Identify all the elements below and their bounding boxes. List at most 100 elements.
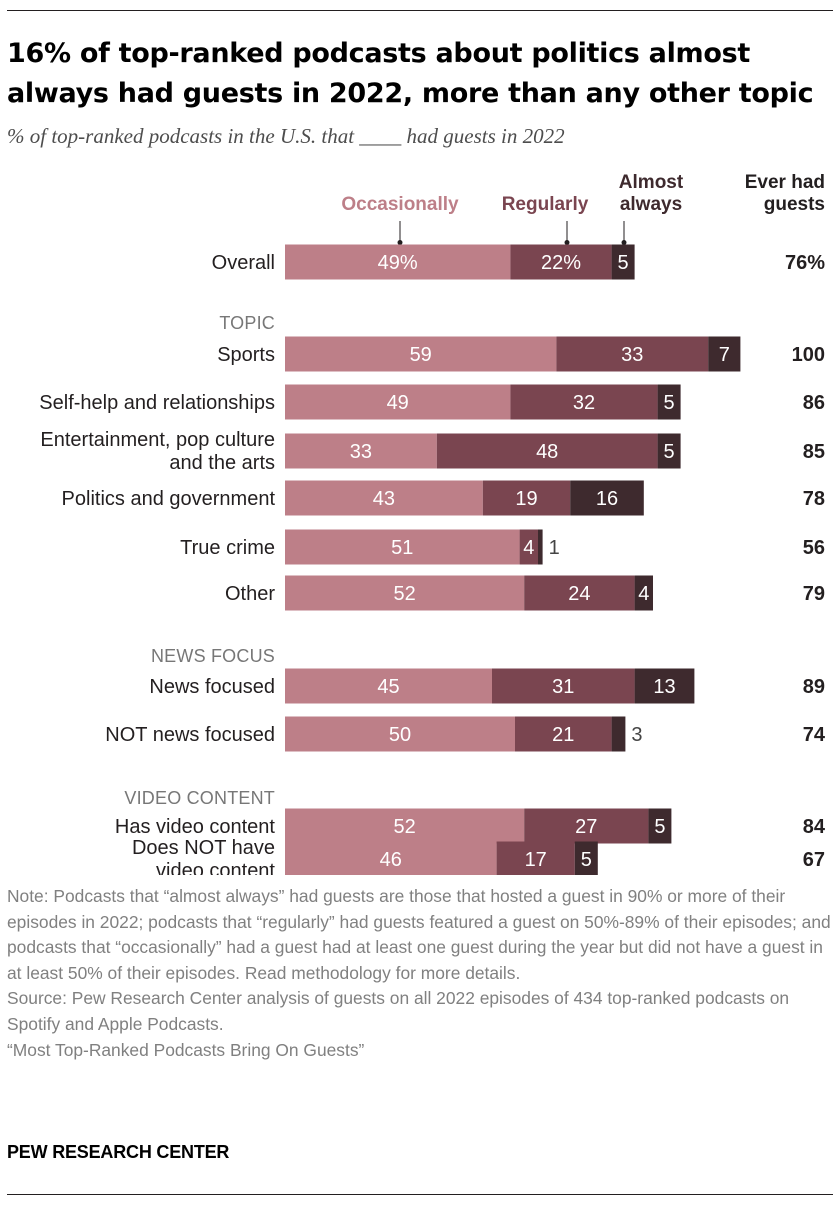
bar-segment-occasionally [285, 384, 511, 420]
bar-segment-occasionally [285, 529, 520, 565]
bar-segment-regularly [524, 808, 649, 844]
bar-segment-almost-always [611, 244, 635, 280]
data-label: 5 [581, 849, 592, 871]
bar-segment-occasionally [285, 668, 492, 704]
total-label: 100 [792, 344, 825, 366]
data-label: 1 [549, 537, 560, 559]
report-title: “Most Top-Ranked Podcasts Bring On Guest… [7, 1039, 365, 1060]
total-label: 89 [803, 676, 825, 698]
data-label: 59 [410, 344, 432, 366]
data-label: 19 [515, 488, 537, 510]
bar-segment-regularly [556, 336, 709, 372]
total-label: 76% [785, 252, 825, 274]
bar-segment-almost-always [634, 668, 695, 704]
bar-segment-almost-always [570, 480, 644, 516]
legend-almost-always-line2: always [620, 194, 682, 215]
total-label: 85 [803, 441, 825, 463]
data-label: 4 [638, 583, 649, 605]
legend-regularly: Regularly [502, 194, 589, 215]
total-label: 84 [803, 816, 826, 838]
category-label-line2: video content [156, 860, 275, 875]
bar-segment-almost-always [574, 841, 598, 875]
total-label: 74 [803, 724, 826, 746]
category-label: News focused [149, 676, 275, 698]
bar-segment-occasionally [285, 716, 515, 752]
source-text: Source: Pew Research Center analysis of … [7, 988, 790, 1034]
section-heading: TOPIC [219, 313, 275, 333]
data-label: 52 [393, 816, 415, 838]
bar-segment-regularly [482, 480, 571, 516]
category-label-line1: Entertainment, pop culture [40, 429, 275, 451]
bar-segment-regularly [510, 244, 612, 280]
data-label: 13 [653, 676, 675, 698]
legend-leader-dot [621, 240, 627, 245]
data-label: 27 [575, 816, 597, 838]
data-label: 24 [568, 583, 590, 605]
bottom-rule [7, 1194, 833, 1195]
data-label: 45 [377, 676, 399, 698]
category-label: Sports [217, 344, 275, 366]
legend-total-line1: Ever had [745, 172, 825, 193]
legend-leader-dot [397, 240, 403, 245]
total-label: 86 [803, 392, 825, 414]
bar-segment-occasionally [285, 480, 483, 516]
chart-notes: Note: Podcasts that “almost always” had … [7, 884, 833, 1063]
bar-segment-occasionally [285, 244, 511, 280]
note-text: Note: Podcasts that “almost always” had … [7, 886, 831, 983]
data-label: 16 [596, 488, 618, 510]
chart-title: 16% of top-ranked podcasts about politic… [7, 38, 814, 109]
total-label: 78 [803, 488, 825, 510]
legend-total-line2: guests [764, 194, 825, 215]
category-label: Overall [212, 252, 275, 274]
legend-occasionally: Occasionally [341, 194, 459, 215]
bar-segment-occasionally [285, 433, 437, 469]
legend-leader-dot [564, 240, 570, 245]
category-label: Other [225, 583, 275, 605]
bar-segment-almost-always [538, 529, 543, 565]
data-label: 31 [552, 676, 574, 698]
data-label: 7 [719, 344, 730, 366]
data-label: 52 [393, 583, 415, 605]
bar-segment-occasionally [285, 808, 525, 844]
data-label: 48 [536, 441, 558, 463]
category-label: True crime [180, 537, 275, 559]
data-label: 46 [380, 849, 402, 871]
data-label: 49 [387, 392, 409, 414]
data-label: 17 [525, 849, 547, 871]
data-label: 4 [523, 537, 534, 559]
bar-segment-regularly [515, 716, 612, 752]
category-label: Has video content [115, 816, 276, 838]
bar-segment-regularly [519, 529, 538, 565]
category-label: Politics and government [62, 488, 276, 510]
bar-segment-regularly [496, 841, 575, 875]
data-label: 5 [664, 441, 675, 463]
data-label: 50 [389, 724, 411, 746]
bar-segment-regularly [524, 575, 635, 611]
bar-segment-regularly [510, 384, 658, 420]
bar-segment-regularly [492, 668, 635, 704]
section-heading: NEWS FOCUS [151, 646, 275, 666]
data-label: 21 [552, 724, 574, 746]
data-label: 33 [350, 441, 372, 463]
data-label: 51 [391, 537, 413, 559]
category-label-line1: Does NOT have [132, 837, 275, 859]
data-label: 49% [378, 252, 418, 274]
bar-segment-almost-always [708, 336, 741, 372]
bar-segment-occasionally [285, 575, 525, 611]
data-label: 5 [654, 816, 665, 838]
bar-segment-almost-always [657, 433, 681, 469]
data-label: 33 [621, 344, 643, 366]
bar-segment-occasionally [285, 841, 497, 875]
brand-logo-text: PEW RESEARCH CENTER [7, 1142, 230, 1162]
data-label: 3 [631, 724, 642, 746]
data-label: 22% [541, 252, 581, 274]
category-label-line2: and the arts [169, 452, 275, 474]
total-label: 79 [803, 583, 825, 605]
bar-segment-almost-always [648, 808, 672, 844]
bar-segment-almost-always [657, 384, 681, 420]
bar-segment-occasionally [285, 336, 557, 372]
top-rule [7, 10, 833, 11]
chart-subtitle: % of top-ranked podcasts in the U.S. tha… [7, 124, 565, 148]
bar-segment-regularly [436, 433, 658, 469]
category-label: Self-help and relationships [39, 392, 275, 414]
